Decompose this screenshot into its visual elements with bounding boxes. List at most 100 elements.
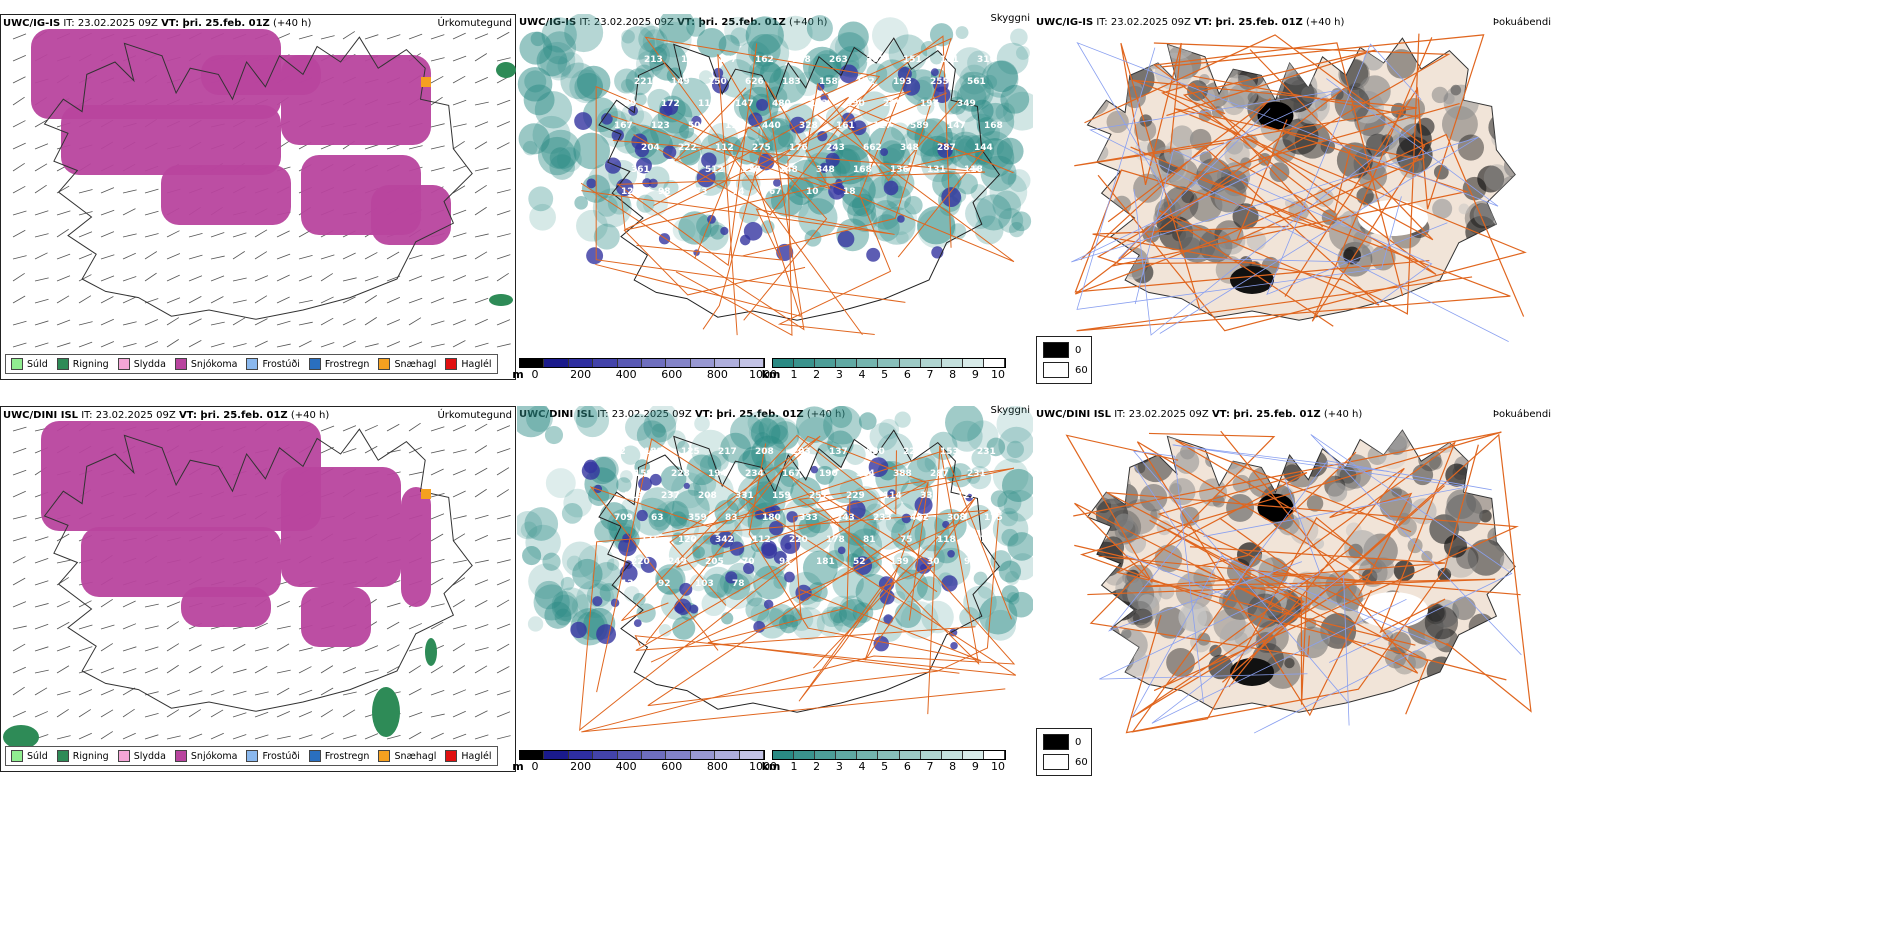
wind-barb: [12, 142, 26, 150]
fog-cell: [1520, 150, 1545, 175]
wind-barb: [430, 34, 445, 40]
wind-barb: [364, 276, 379, 282]
road: [1116, 472, 1453, 648]
panel-header: UWC/IG-IS IT: 23.02.2025 09Z VT: þri. 25…: [1034, 14, 1554, 32]
visibility-cell: [838, 507, 877, 546]
visibility-cell: [653, 500, 691, 538]
wind-barb: [474, 579, 489, 586]
spot-value: 112: [752, 535, 771, 545]
visibility-cell: [526, 406, 553, 433]
wind-barb: [34, 558, 49, 564]
wind-barb: [408, 471, 423, 476]
low-cloud-cell: [902, 77, 921, 96]
fog-cell: [1092, 144, 1109, 161]
fog-cell: [1431, 86, 1449, 104]
road-network: [579, 434, 1017, 733]
spot-value: 168: [984, 121, 1003, 131]
wind-barb: [298, 647, 313, 652]
legend-item: Slydda: [117, 358, 166, 370]
fog-cell: [1087, 654, 1096, 685]
wind-barb: [430, 621, 444, 630]
spot-value: 220: [789, 535, 808, 545]
spot-value: 131: [927, 165, 946, 175]
wind-barb: [496, 273, 509, 282]
wind-barb: [364, 317, 377, 326]
wind-barb: [386, 341, 401, 348]
wind-barb: [430, 690, 445, 696]
wind-barb: [78, 732, 92, 740]
coastline: [598, 429, 1001, 713]
visibility-cell: [594, 519, 618, 543]
visibility-cell: [750, 417, 781, 448]
spot-value: 161: [940, 55, 959, 65]
visibility-cell: [852, 207, 878, 233]
low-cloud-cell: [596, 624, 616, 645]
wind-barb: [100, 341, 115, 348]
init-time: IT: 23.02.2025 09Z: [63, 18, 158, 29]
spot-value: 162: [607, 447, 626, 457]
spot-value: 147: [947, 121, 966, 131]
visibility-cell: [574, 196, 588, 210]
wind-barb: [474, 141, 488, 150]
wind-barb: [56, 621, 70, 630]
model-name: UWC/DINI ISL: [519, 409, 595, 420]
wind-barb: [452, 449, 467, 454]
fog-panel-bottom: UWC/DINI ISL IT: 23.02.2025 09Z VT: þri.…: [1034, 406, 1554, 776]
low-cloud-cell: [776, 243, 794, 261]
fog-cell: [1108, 450, 1129, 471]
visibility-cell: [948, 96, 967, 115]
cloud-base-colorbar: m 0 200 400 600 800 1000: [512, 750, 777, 773]
valid-time: VT: þri. 25.feb. 01Z: [694, 409, 804, 420]
visibility-cell: [990, 550, 1012, 572]
legend-swatch: [445, 750, 458, 762]
low-cloud-cell: [663, 100, 679, 116]
visibility-cell: [658, 624, 672, 637]
wind-barb: [210, 255, 225, 260]
low-cloud-cell: [846, 500, 866, 520]
wind-barb: [232, 712, 247, 718]
colorbar-unit: m: [512, 368, 524, 381]
legend-label: Snæhagl: [394, 750, 437, 762]
wind-barb: [210, 709, 224, 718]
wind-barb: [342, 31, 355, 40]
visibility-cell: [520, 521, 538, 538]
wind-barb: [386, 621, 400, 630]
visibility-cell: [976, 102, 1015, 141]
visibility-cell: [1008, 591, 1033, 618]
spot-value: 127: [873, 121, 892, 131]
low-cloud-cell: [819, 162, 830, 173]
colorbar-tick: 8: [949, 368, 957, 381]
visibility-cell: [802, 550, 838, 586]
wind-barb: [276, 274, 290, 282]
wind-barb: [364, 34, 379, 40]
wind-barb: [232, 690, 247, 696]
wind-barb: [34, 603, 49, 608]
road: [1073, 431, 1507, 681]
wind-barb: [452, 559, 467, 564]
visibility-cell: [749, 62, 786, 98]
snow-cell: [61, 105, 281, 175]
spot-value: 203: [792, 447, 811, 457]
visibility-cell: [941, 170, 962, 191]
low-cloud-cell: [950, 641, 958, 650]
visibility-cell: [640, 22, 656, 38]
wind-barb: [210, 665, 224, 674]
fog-cell: [1284, 657, 1295, 669]
visibility-panel-top: UWC/IG-IS IT: 23.02.2025 09Z VT: þri. 25…: [512, 13, 1033, 381]
visibility-cell: [527, 616, 544, 632]
wind-barb: [430, 533, 444, 542]
fog-cell: [1386, 49, 1417, 79]
low-cloud-cell: [636, 509, 648, 522]
wind-barb: [364, 688, 378, 696]
road: [1098, 441, 1372, 717]
visibility-cell: [747, 411, 771, 435]
wind-barb: [452, 32, 466, 40]
fog-cell: [1187, 80, 1208, 101]
legend-item: Frostúði: [246, 750, 300, 762]
wind-barb: [474, 121, 489, 128]
fog-cell: [1127, 576, 1162, 611]
low-cloud-cell: [720, 226, 729, 236]
low-cloud-cell: [633, 619, 642, 628]
low-cloud-cell: [784, 571, 795, 583]
visibility-cell: [989, 172, 1028, 211]
